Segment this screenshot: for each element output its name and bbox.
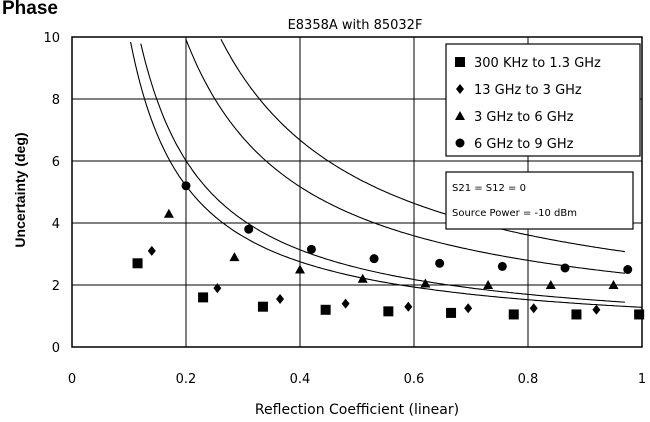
data-point-circle <box>369 254 379 264</box>
legend: 300 KHz to 1.3 GHz 13 GHz to 3 GHz 3 GHz t… <box>445 43 641 157</box>
x-tick-label: 1 <box>638 372 646 387</box>
legend-label: 13 GHz to 3 GHz <box>474 83 582 98</box>
data-point-circle <box>181 181 191 191</box>
data-point-diamond <box>213 283 222 294</box>
data-point-triangle <box>229 252 240 262</box>
fit-curve-0 <box>130 41 643 308</box>
legend-box <box>445 43 641 157</box>
data-point-triangle <box>163 208 174 218</box>
data-point-triangle <box>420 278 431 288</box>
annotation-source-power: Source Power = -10 dBm <box>452 208 577 219</box>
data-point-square <box>446 307 457 318</box>
data-points <box>132 181 645 320</box>
y-tick-label: 0 <box>52 341 60 356</box>
data-point-diamond <box>592 304 601 315</box>
data-point-circle <box>435 258 445 268</box>
data-point-square <box>383 306 394 317</box>
data-point-triangle <box>545 280 556 289</box>
data-point-diamond <box>529 303 538 314</box>
data-point-square <box>257 301 268 312</box>
x-tick-label: 0.8 <box>518 372 539 387</box>
legend-marker-square <box>455 57 465 67</box>
x-tick-label: 0.6 <box>404 372 425 387</box>
data-point-diamond <box>276 293 285 304</box>
legend-marker-circle <box>455 138 465 148</box>
x-tick-labels: 0 0.2 0.4 0.6 0.8 1 <box>68 372 646 387</box>
y-tick-label: 4 <box>52 217 60 232</box>
y-axis-title: Uncertainty (deg) <box>12 132 28 247</box>
data-point-diamond <box>341 298 350 309</box>
fit-curve-1 <box>140 43 625 303</box>
data-point-circle <box>306 244 316 254</box>
data-point-square <box>634 309 645 320</box>
data-point-triangle <box>357 273 368 283</box>
page-heading: Phase <box>2 0 58 19</box>
annotation-box: S21 = S12 = 0 Source Power = -10 dBm <box>445 171 634 230</box>
legend-marker-triangle <box>455 111 465 120</box>
y-tick-label: 6 <box>52 155 60 170</box>
data-point-circle <box>560 263 570 273</box>
data-point-diamond <box>147 245 156 256</box>
legend-label: 3 GHz to 6 GHz <box>474 110 574 125</box>
data-point-circle <box>623 265 633 274</box>
legend-label: 6 GHz to 9 GHz <box>474 137 574 152</box>
fit-curves <box>130 38 643 308</box>
y-tick-label: 8 <box>52 93 60 108</box>
data-point-square <box>508 309 519 320</box>
data-point-triangle <box>608 280 619 289</box>
fit-curve-3 <box>220 38 626 253</box>
x-axis-title: Reflection Coefficient (linear) <box>255 402 459 418</box>
chart-title: E8358A with 85032F <box>288 18 423 33</box>
data-point-triangle <box>295 264 305 274</box>
y-tick-labels: 0 2 4 6 8 10 <box>43 31 60 356</box>
y-tick-label: 10 <box>43 31 60 46</box>
y-tick-label: 2 <box>52 279 60 294</box>
legend-label: 300 KHz to 1.3 GHz <box>474 56 601 71</box>
data-point-diamond <box>404 301 413 312</box>
data-point-circle <box>497 261 507 271</box>
x-tick-label: 0.2 <box>176 372 197 387</box>
fit-curve-2 <box>185 38 625 274</box>
data-point-square <box>571 309 582 320</box>
x-tick-label: 0.4 <box>290 372 311 387</box>
data-point-square <box>198 292 209 303</box>
data-point-diamond <box>464 303 473 314</box>
x-tick-label: 0 <box>68 372 76 387</box>
annotation-frame <box>445 171 634 230</box>
data-point-square <box>132 258 143 269</box>
data-point-circle <box>244 224 254 234</box>
data-point-square <box>320 304 331 315</box>
annotation-s-params: S21 = S12 = 0 <box>452 183 526 194</box>
legend-marker-diamond <box>456 84 464 94</box>
data-point-triangle <box>483 280 494 289</box>
plot-frame <box>71 36 643 348</box>
